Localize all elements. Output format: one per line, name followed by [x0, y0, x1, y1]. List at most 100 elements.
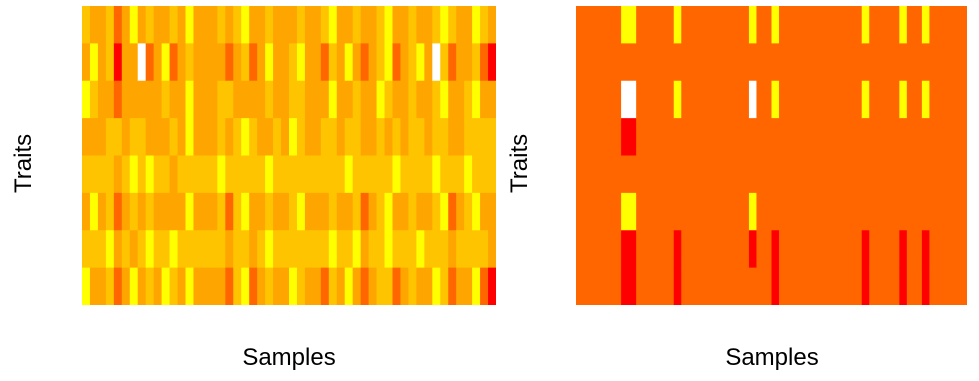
- heatmap-cell: [289, 43, 298, 82]
- heatmap-cell: [265, 267, 274, 305]
- left-heatmap: [82, 6, 496, 305]
- heatmap-cell: [352, 118, 362, 157]
- heatmap-cell: [249, 80, 258, 119]
- heatmap-cell: [824, 230, 833, 269]
- heatmap-cell: [673, 118, 682, 157]
- heatmap-cell: [831, 230, 840, 269]
- heatmap-cell: [951, 118, 961, 157]
- heatmap-cell: [786, 192, 795, 231]
- heatmap-cell: [613, 230, 622, 269]
- heatmap-cell: [891, 267, 900, 305]
- heatmap-cell: [786, 267, 795, 305]
- heatmap-cell: [741, 80, 750, 119]
- heatmap-cell: [914, 155, 923, 194]
- heatmap-cell: [816, 43, 825, 82]
- heatmap-cell: [368, 118, 378, 157]
- heatmap-cell: [193, 155, 203, 194]
- heatmap-cell: [153, 43, 163, 82]
- heatmap-cell: [177, 6, 187, 44]
- heatmap-cell: [914, 267, 923, 305]
- heatmap-cell: [217, 118, 226, 157]
- heatmap-cell: [376, 192, 386, 231]
- heatmap-cell: [854, 230, 863, 269]
- heatmap-cell: [201, 192, 210, 231]
- heatmap-cell: [320, 118, 330, 157]
- heatmap-cell: [281, 267, 290, 305]
- heatmap-cell: [741, 118, 750, 157]
- heatmap-cell: [854, 43, 863, 82]
- heatmap-cell: [480, 267, 489, 305]
- heatmap-cell: [289, 192, 298, 231]
- heatmap-cell: [666, 267, 675, 305]
- heatmap-cell: [384, 230, 394, 269]
- heatmap-cell: [824, 6, 833, 44]
- heatmap-cell: [906, 230, 915, 269]
- heatmap-cell: [771, 267, 780, 305]
- heatmap-cell: [432, 230, 441, 269]
- heatmap-cell: [392, 43, 402, 82]
- heatmap-cell: [169, 43, 179, 82]
- heatmap-cell: [681, 192, 690, 231]
- heatmap-cell: [113, 118, 123, 157]
- heatmap-cell: [424, 155, 433, 194]
- heatmap-cell: [703, 230, 712, 269]
- heatmap-cell: [82, 230, 91, 269]
- heatmap-cell: [591, 230, 600, 269]
- heatmap-cell: [97, 192, 107, 231]
- heatmap-cell: [771, 155, 780, 194]
- heatmap-cell: [137, 267, 147, 305]
- heatmap-cell: [959, 155, 967, 194]
- heatmap-cell: [824, 192, 833, 231]
- heatmap-cell: [733, 80, 743, 119]
- heatmap-cell: [756, 192, 765, 231]
- heatmap-cell: [177, 192, 187, 231]
- heatmap-cell: [651, 267, 660, 305]
- heatmap-cell: [583, 155, 592, 194]
- heatmap-cell: [82, 43, 91, 82]
- heatmap-cell: [376, 80, 386, 119]
- heatmap-cell: [185, 80, 195, 119]
- heatmap-cell: [771, 43, 780, 82]
- heatmap-cell: [424, 6, 433, 44]
- heatmap-cell: [185, 43, 195, 82]
- heatmap-cell: [944, 192, 953, 231]
- heatmap-cell: [289, 155, 298, 194]
- heatmap-cell: [809, 43, 818, 82]
- heatmap-cell: [448, 6, 457, 44]
- heatmap-cell: [281, 230, 290, 269]
- heatmap-cell: [480, 6, 489, 44]
- heatmap-cell: [936, 192, 946, 231]
- heatmap-cell: [82, 6, 91, 44]
- heatmap-cell: [201, 230, 210, 269]
- heatmap-cell: [217, 80, 226, 119]
- heatmap-cell: [628, 192, 637, 231]
- heatmap-cell: [472, 155, 481, 194]
- heatmap-cell: [576, 118, 585, 157]
- heatmap-cell: [583, 230, 592, 269]
- heatmap-cell: [576, 192, 585, 231]
- heatmap-cell: [448, 118, 457, 157]
- heatmap-cell: [249, 118, 258, 157]
- heatmap-cell: [801, 230, 810, 269]
- heatmap-cell: [344, 6, 354, 44]
- heatmap-cell: [786, 80, 795, 119]
- heatmap-cell: [733, 192, 743, 231]
- heatmap-cell: [456, 80, 465, 119]
- heatmap-cell: [312, 6, 322, 44]
- heatmap-cell: [606, 230, 615, 269]
- heatmap-cell: [869, 118, 878, 157]
- heatmap-cell: [613, 43, 622, 82]
- heatmap-cell: [861, 192, 870, 231]
- heatmap-cell: [440, 6, 449, 44]
- heatmap-cell: [651, 192, 660, 231]
- heatmap-cell: [636, 80, 645, 119]
- heatmap-cell: [400, 43, 410, 82]
- heatmap-cell: [703, 267, 712, 305]
- heatmap-cell: [688, 43, 697, 82]
- heatmap-cell: [177, 155, 187, 194]
- heatmap-cell: [779, 267, 788, 305]
- heatmap-cell: [576, 230, 585, 269]
- heatmap-cell: [153, 118, 163, 157]
- heatmap-cell: [621, 155, 630, 194]
- heatmap-cell: [416, 43, 425, 82]
